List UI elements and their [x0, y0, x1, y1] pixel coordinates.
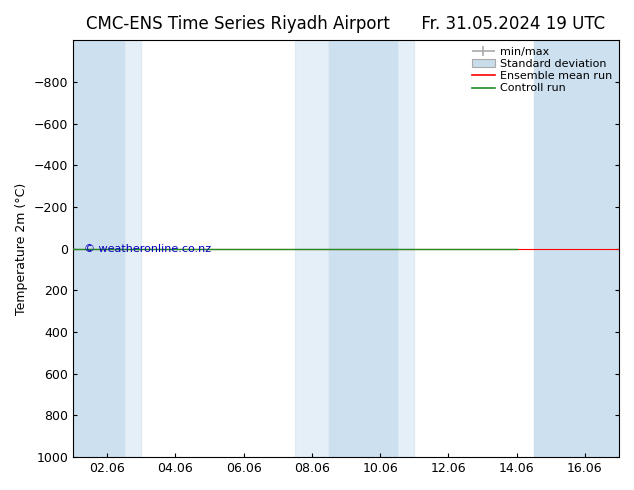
Bar	[329, 40, 397, 457]
Bar	[124, 40, 141, 457]
Legend: min/max, Standard deviation, Ensemble mean run, Controll run: min/max, Standard deviation, Ensemble me…	[468, 42, 617, 98]
Bar	[295, 40, 329, 457]
Bar	[397, 40, 414, 457]
Text: © weatheronline.co.nz: © weatheronline.co.nz	[84, 244, 211, 254]
Y-axis label: Temperature 2m (°C): Temperature 2m (°C)	[15, 182, 28, 315]
Title: CMC-ENS Time Series Riyadh Airport      Fr. 31.05.2024 19 UTC: CMC-ENS Time Series Riyadh Airport Fr. 3…	[86, 15, 605, 33]
Bar	[73, 40, 124, 457]
Bar	[534, 40, 619, 457]
